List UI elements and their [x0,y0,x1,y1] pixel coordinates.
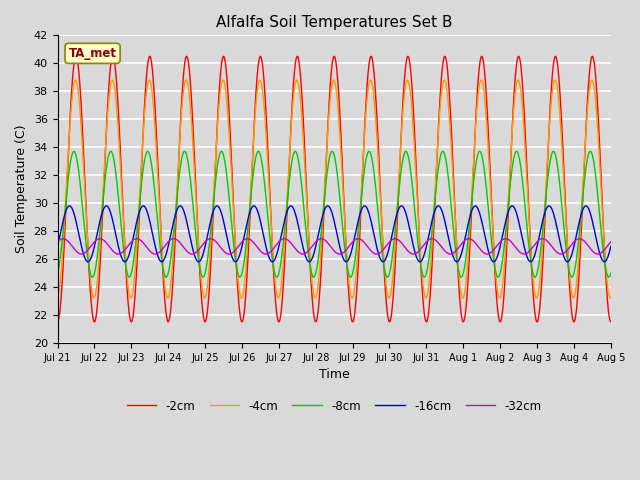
-4cm [596,171,604,177]
-16cm [536,228,544,234]
Text: TA_met: TA_met [68,47,116,60]
-4cm [537,269,545,275]
-2cm [72,53,80,59]
Line: -4cm: -4cm [58,80,611,298]
-8cm [116,218,124,224]
-4cm [290,93,298,98]
Line: -16cm: -16cm [58,206,611,262]
-32cm [290,244,298,250]
-8cm [150,177,157,182]
-8cm [290,151,298,156]
Line: -8cm: -8cm [58,151,611,277]
-32cm [54,239,61,245]
-8cm [54,270,61,276]
-32cm [116,251,124,256]
-2cm [537,296,545,302]
-32cm [575,236,583,241]
-16cm [600,259,608,264]
-8cm [596,219,604,225]
-8cm [513,148,520,154]
-16cm [582,203,589,209]
-2cm [607,319,614,325]
-4cm [116,168,124,174]
-8cm [531,274,539,280]
-4cm [150,104,157,109]
-2cm [54,319,61,325]
-2cm [266,192,274,198]
-8cm [537,247,545,252]
-2cm [596,153,604,159]
-4cm [607,295,614,300]
-2cm [117,158,125,164]
Y-axis label: Soil Temperature (C): Soil Temperature (C) [15,125,28,253]
-32cm [266,250,273,255]
-16cm [266,256,273,262]
-2cm [290,75,298,81]
-4cm [54,295,61,300]
Title: Alfalfa Soil Temperatures Set B: Alfalfa Soil Temperatures Set B [216,15,452,30]
Line: -32cm: -32cm [58,239,611,254]
Legend: -2cm, -4cm, -8cm, -16cm, -32cm: -2cm, -4cm, -8cm, -16cm, -32cm [122,395,547,417]
-16cm [150,236,157,241]
-4cm [266,196,273,202]
-8cm [266,234,273,240]
-32cm [536,236,544,242]
-16cm [116,252,124,258]
-4cm [293,77,301,83]
-32cm [594,251,602,257]
-2cm [150,82,157,87]
-8cm [607,270,614,276]
-16cm [54,243,61,249]
-32cm [596,251,604,256]
-32cm [150,251,157,257]
-4cm [312,295,319,301]
Line: -2cm: -2cm [58,56,611,322]
-16cm [596,252,604,258]
-16cm [290,206,298,212]
-16cm [607,243,614,249]
-32cm [607,239,614,245]
X-axis label: Time: Time [319,368,349,381]
